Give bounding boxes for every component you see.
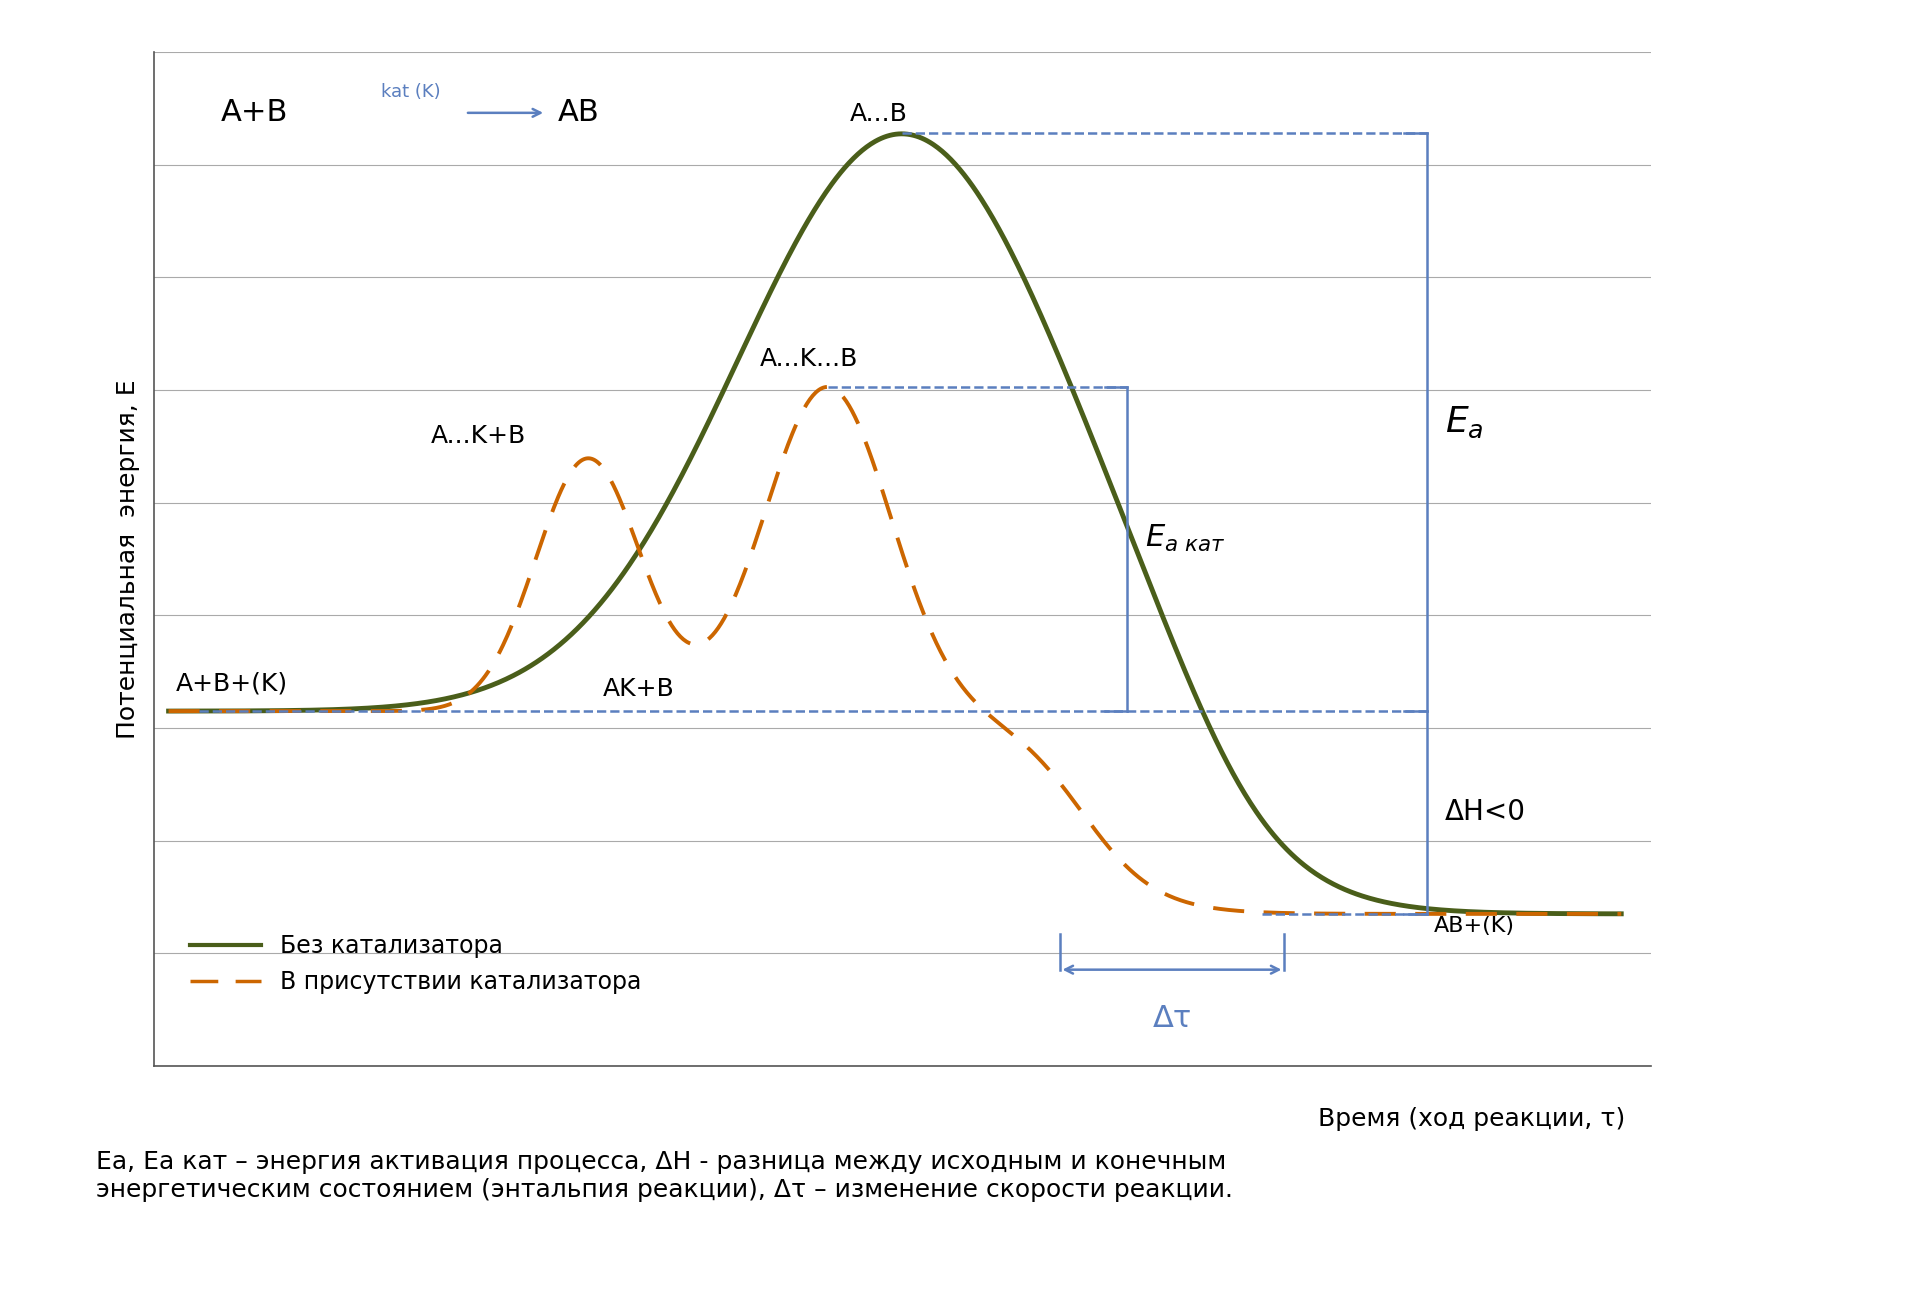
Text: AK+B: AK+B <box>603 677 674 701</box>
Text: $E_a$: $E_a$ <box>1444 404 1482 439</box>
Text: $E_{a\ кат}$: $E_{a\ кат}$ <box>1144 523 1225 554</box>
Text: AB+(K): AB+(K) <box>1434 916 1515 936</box>
Text: Δτ: Δτ <box>1152 1004 1192 1032</box>
Text: A...K...B: A...K...B <box>760 347 858 372</box>
Y-axis label: Потенциальная  энергия, E: Потенциальная энергия, E <box>115 380 140 738</box>
Text: AB: AB <box>559 99 599 127</box>
Text: ΔH<0: ΔH<0 <box>1444 798 1526 827</box>
X-axis label: Время (ход реакции, τ): Время (ход реакции, τ) <box>1317 1106 1624 1131</box>
Text: A+B+(K): A+B+(K) <box>177 672 288 696</box>
Text: kat (K): kat (K) <box>382 83 442 100</box>
Legend: Без катализатора, В присутствии катализатора: Без катализатора, В присутствии катализа… <box>180 924 651 1004</box>
Text: Ea, Ea кат – энергия активация процесса, ΔH - разница между исходным и конечным
: Ea, Ea кат – энергия активация процесса,… <box>96 1150 1233 1202</box>
Text: A+B: A+B <box>221 99 288 127</box>
Text: A...K+B: A...K+B <box>430 424 526 448</box>
Text: A...B: A...B <box>851 101 908 126</box>
